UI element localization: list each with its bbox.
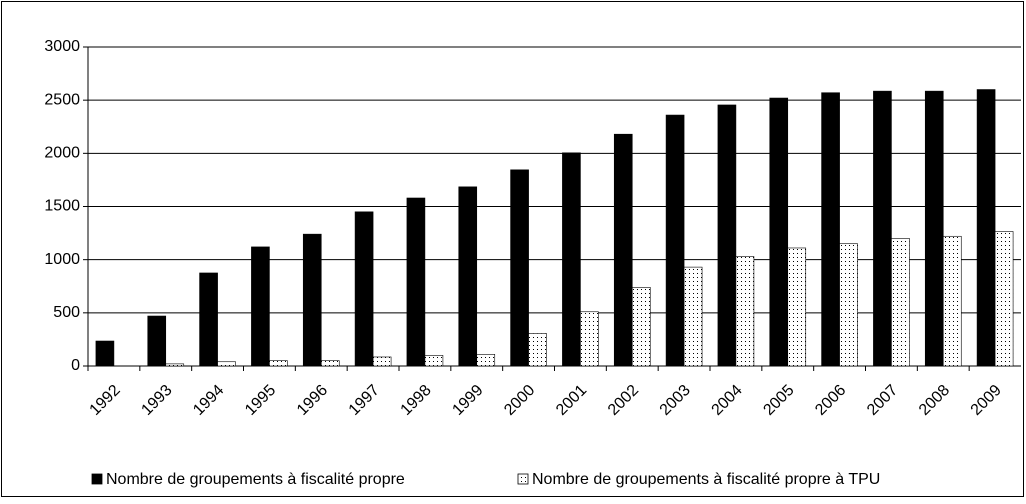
bar [787, 247, 807, 367]
bar [613, 133, 633, 367]
y-tick-label: 0 [71, 357, 80, 374]
legend-swatch [517, 473, 529, 485]
y-tick-label: 1000 [44, 251, 80, 268]
bar [891, 238, 910, 367]
y-tick-label: 2500 [44, 91, 80, 108]
bar [717, 104, 737, 367]
bar [147, 315, 167, 367]
bar [510, 169, 529, 367]
y-tick-label: 2000 [44, 145, 80, 162]
bar [994, 231, 1014, 367]
bar [269, 360, 288, 367]
bar [476, 354, 496, 367]
bar [95, 340, 115, 367]
bar [976, 89, 996, 367]
bar [683, 266, 703, 367]
legend-swatch [91, 473, 103, 485]
bar [354, 211, 374, 367]
bar [165, 363, 185, 367]
bar [665, 114, 685, 367]
bar [839, 243, 858, 367]
bar [320, 360, 340, 367]
bar [873, 90, 892, 367]
bar [199, 272, 218, 367]
bar [251, 246, 270, 367]
bar [217, 361, 236, 367]
bar [458, 186, 478, 367]
bar [302, 233, 322, 367]
y-tick-label: 1500 [44, 198, 80, 215]
y-tick-label: 3000 [44, 38, 80, 55]
legend-label: Nombre de groupements à fiscalité propre… [532, 471, 880, 488]
bar [924, 90, 944, 367]
bar [528, 333, 547, 367]
legend-label: Nombre de groupements à fiscalité propre [106, 471, 405, 488]
bar [424, 355, 444, 367]
y-tick-label: 500 [53, 304, 80, 321]
bar [406, 197, 426, 367]
bar [372, 356, 392, 367]
bar [821, 92, 840, 367]
bar [631, 287, 651, 367]
bar [735, 256, 755, 367]
bar [942, 235, 962, 367]
bar [769, 97, 789, 367]
bar [562, 152, 581, 367]
bar [580, 311, 599, 367]
